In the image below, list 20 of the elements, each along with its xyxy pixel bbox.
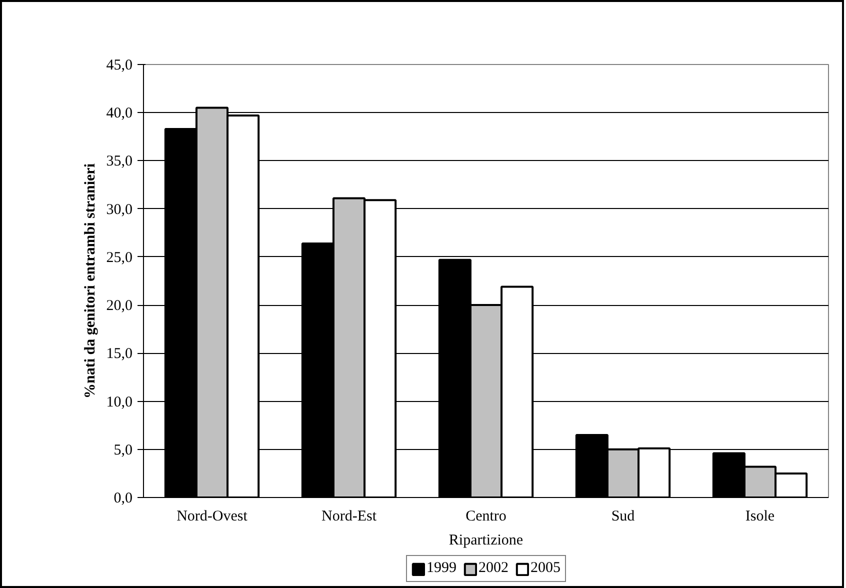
x-tick-label: Nord-Ovest — [176, 508, 248, 524]
x-tick-label: Isole — [745, 508, 775, 524]
y-axis-title: %nati da genitori entrambi stranieri — [82, 164, 98, 398]
y-tick-label: 10,0 — [106, 394, 132, 410]
y-tick-label: 15,0 — [106, 346, 132, 362]
legend-label: 2005 — [530, 560, 560, 577]
x-axis-title: Ripartizione — [448, 532, 524, 548]
x-tick-label: Sud — [611, 508, 636, 524]
legend-label: 1999 — [426, 560, 456, 577]
y-tick-label: 20,0 — [106, 298, 132, 314]
y-tick-label: 35,0 — [106, 154, 132, 170]
y-tick-label: 45,0 — [106, 58, 132, 74]
y-tick-label: 25,0 — [106, 250, 132, 266]
y-tick-label: 0,0 — [114, 490, 132, 506]
y-tick-label: 5,0 — [114, 442, 132, 458]
x-tick-label: Nord-Est — [322, 508, 378, 524]
legend-label: 2002 — [478, 560, 508, 577]
y-tick-label: 30,0 — [106, 202, 132, 218]
x-tick-label: Centro — [466, 508, 506, 524]
y-tick-label: 40,0 — [106, 106, 132, 122]
